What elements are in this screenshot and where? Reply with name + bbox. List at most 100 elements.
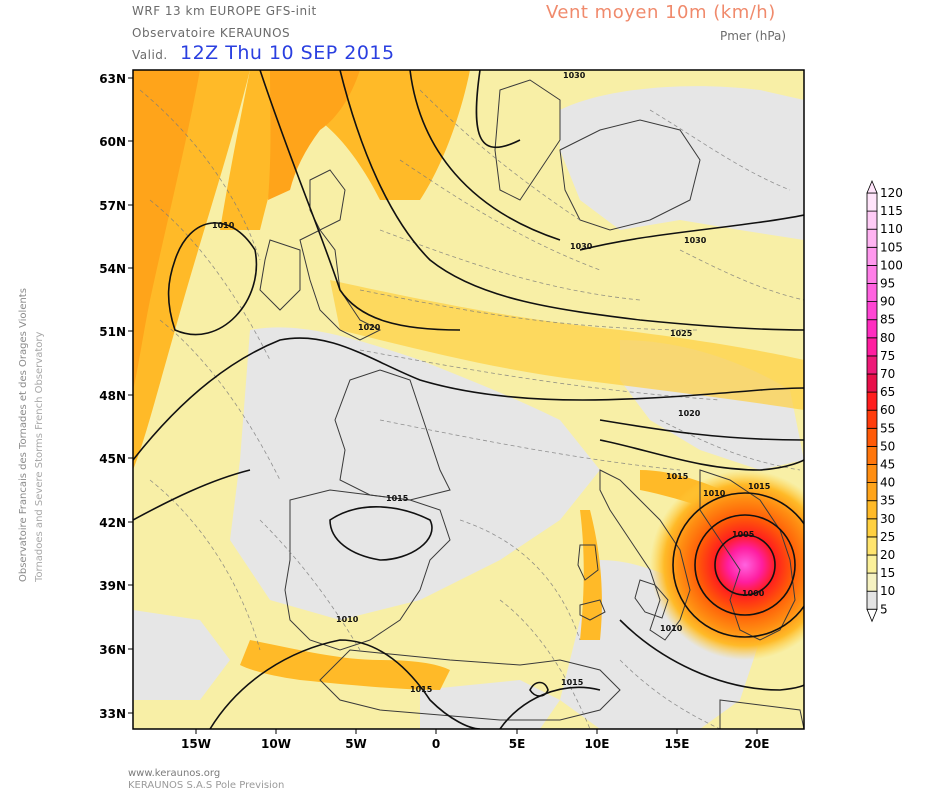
latitude-axis: 63N 60N 57N 54N 51N 48N 45N 42N 39N 36N …	[99, 72, 133, 721]
colorbar-arrow-high	[866, 179, 878, 194]
colorbar-label: 60	[880, 403, 895, 417]
isobar-label: 1030	[684, 236, 707, 245]
isobar-label: 1015	[748, 482, 771, 491]
colorbar-swatch	[866, 319, 878, 339]
gibraltar-band	[240, 640, 450, 690]
colorbar-label: 95	[880, 277, 895, 291]
colorbar-swatch	[866, 373, 878, 393]
jet-band-west-core	[133, 70, 200, 390]
lat-label: 36N	[99, 643, 126, 657]
lat-label: 60N	[99, 135, 126, 149]
isobar-label: 1025	[670, 329, 693, 338]
colorbar-label: 55	[880, 421, 895, 435]
colorbar-label: 5	[880, 602, 888, 616]
isobar-label: 1015	[561, 678, 584, 687]
colorbar-label: 80	[880, 331, 895, 345]
isobar-label: 1005	[732, 530, 755, 539]
colorbar-swatch	[866, 283, 878, 303]
lat-label: 51N	[99, 325, 126, 339]
colorbar-swatch	[866, 445, 878, 465]
colorbar-swatch	[866, 228, 878, 248]
isobars	[133, 70, 804, 729]
valid-label: Valid.	[132, 48, 168, 62]
map-frame	[132, 69, 805, 730]
isobar-label: 1030	[563, 71, 586, 80]
colorbar-swatch	[866, 464, 878, 484]
colorbar-label: 15	[880, 566, 895, 580]
lat-label: 39N	[99, 579, 126, 593]
colorbar-label: 105	[880, 240, 903, 254]
lon-label: 5W	[345, 737, 367, 751]
colorbar-label: 75	[880, 349, 895, 363]
isobar-label: 1020	[358, 323, 381, 332]
lon-label: 0	[432, 737, 440, 751]
map-title: Vent moyen 10m (km/h)	[546, 2, 776, 23]
isobar-label: 1010	[660, 624, 683, 633]
colorbar-swatch	[866, 518, 878, 538]
isobar-label: 1030	[570, 242, 593, 251]
lon-label: 15W	[181, 737, 211, 751]
lat-label: 33N	[99, 707, 126, 721]
lat-label: 63N	[99, 72, 126, 86]
colorbar-label: 45	[880, 458, 895, 472]
cyclone-core	[650, 470, 804, 660]
colorbar-swatch	[866, 391, 878, 411]
model-line: WRF 13 km EUROPE GFS-init	[132, 4, 317, 18]
colorbar-label: 30	[880, 512, 895, 526]
lon-label: 15E	[665, 737, 690, 751]
valid-date: 12Z Thu 10 SEP 2015	[180, 42, 395, 64]
colorbar-swatch	[866, 337, 878, 357]
colorbar-label: 70	[880, 367, 895, 381]
colorbar-label: 40	[880, 476, 895, 490]
isobar-label: 1020	[678, 409, 701, 418]
colorbar-label: 65	[880, 385, 895, 399]
map-field	[133, 70, 804, 729]
colorbar-swatch	[866, 409, 878, 429]
observatory-name: Observatoire KERAUNOS	[132, 26, 291, 40]
colorbar-swatch	[866, 590, 878, 610]
colorbar-swatch	[866, 246, 878, 266]
streamlines	[139, 89, 804, 729]
isobar-label: 1010	[212, 221, 235, 230]
isobar-label: 1010	[703, 489, 726, 498]
colorbar-swatch	[866, 427, 878, 447]
isobar-labels: 1030 1010 1030 1030 1020 1025 1020 1015 …	[212, 71, 771, 694]
colorbar-swatch	[866, 572, 878, 592]
colorbar-swatch	[866, 500, 878, 520]
colorbar-swatch	[866, 192, 878, 212]
lon-label: 10W	[261, 737, 291, 751]
isobar-label: 1015	[386, 494, 409, 503]
colorbar-swatch	[866, 264, 878, 284]
lat-label: 54N	[99, 262, 126, 276]
colorbar-swatch	[866, 210, 878, 230]
colorbar-label: 85	[880, 313, 895, 327]
colorbar-swatch	[866, 536, 878, 556]
colorbar-label: 20	[880, 548, 895, 562]
isobar-label: 1015	[410, 685, 433, 694]
isobar-label: 1000	[742, 589, 765, 598]
lat-label: 57N	[99, 199, 126, 213]
colorbar-label: 35	[880, 494, 895, 508]
isobar-label: 1010	[336, 615, 359, 624]
colorbar-label: 25	[880, 530, 895, 544]
colorbar-swatch	[866, 554, 878, 574]
map-subtitle: Pmer (hPa)	[720, 29, 787, 43]
colorbar-label: 120	[880, 186, 903, 200]
colorbar-label: 115	[880, 204, 903, 218]
lon-label: 10E	[585, 737, 610, 751]
lon-label: 20E	[745, 737, 770, 751]
footer-company: KERAUNOS S.A.S Pole Prevision	[128, 780, 285, 791]
colorbar-label: 90	[880, 295, 895, 309]
colorbar-label: 10	[880, 584, 895, 598]
colorbar-label: 50	[880, 439, 895, 453]
lat-label: 48N	[99, 389, 126, 403]
footer-url: www.keraunos.org	[128, 768, 221, 779]
colorbar-swatch	[866, 355, 878, 375]
lat-label: 45N	[99, 452, 126, 466]
yellow-band-central	[330, 280, 804, 410]
colorbar-arrow-low	[866, 608, 878, 623]
colorbar-label: 100	[880, 258, 903, 272]
colorbar-swatch	[866, 301, 878, 321]
lon-label: 5E	[509, 737, 526, 751]
